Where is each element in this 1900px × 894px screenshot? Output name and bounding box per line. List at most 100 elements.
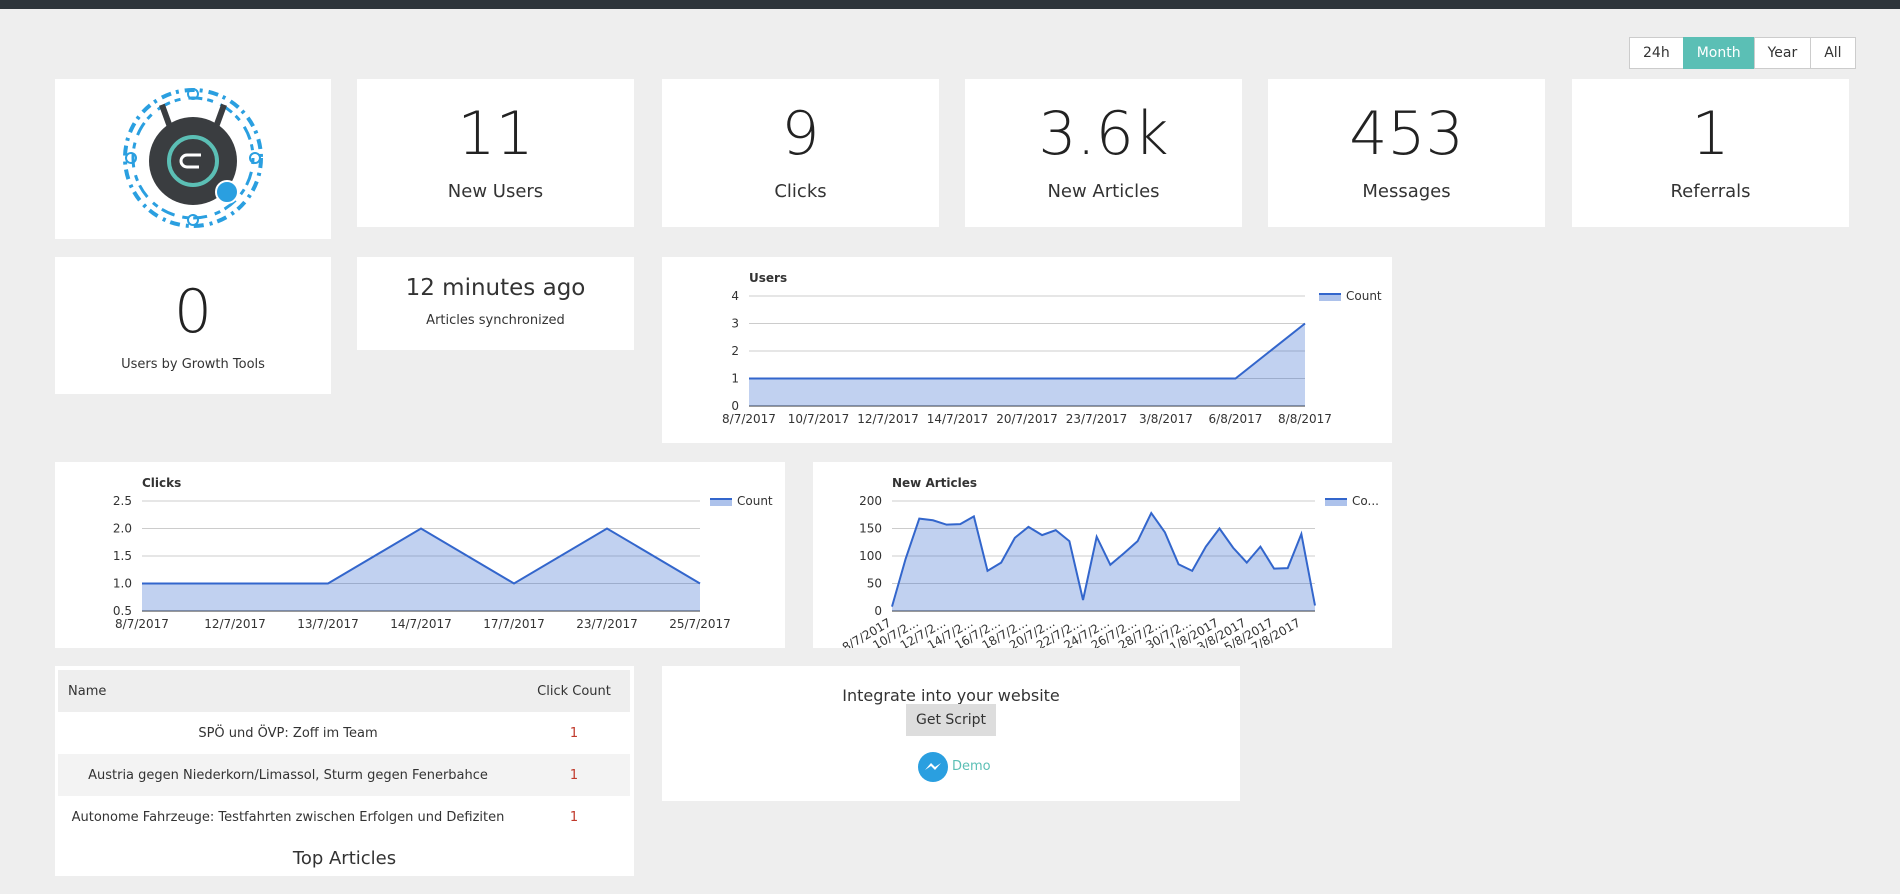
integrate-title: Integrate into your website: [842, 686, 1060, 705]
y-tick-label: 3: [731, 317, 739, 331]
legend-label: Count: [1346, 289, 1382, 303]
range-button[interactable]: All: [1810, 37, 1856, 69]
stat-card: 3.6k New Articles: [965, 79, 1242, 227]
stat-card: 453 Messages: [1268, 79, 1545, 227]
table-row: Autonome Fahrzeuge: Testfahrten zwischen…: [58, 796, 630, 838]
x-tick-label: 23/7/2017: [576, 617, 638, 631]
range-button[interactable]: Month: [1682, 37, 1755, 69]
click-count: 1: [569, 809, 579, 825]
header-cell: Click Count: [518, 670, 630, 712]
legend-label: Count: [737, 494, 773, 508]
sync-card: 12 minutes ago Articles synchronized: [357, 257, 634, 350]
table-row: Austria gegen Niederkorn/Limassol, Sturm…: [58, 754, 630, 796]
table-card: Name Click Count SPÖ und ÖVP: Zoff im Team…: [55, 666, 634, 876]
x-tick-label: 14/7/2017: [927, 412, 989, 426]
stat-label: Clicks: [774, 181, 827, 202]
chart-title: Users: [749, 271, 787, 285]
y-tick-label: 150: [859, 522, 882, 536]
x-tick-label: 23/7/2017: [1066, 412, 1128, 426]
x-tick-label: 8/7/2017: [722, 412, 776, 426]
click-count: 1: [518, 754, 630, 796]
y-tick-label: 0: [731, 399, 739, 413]
y-tick-label: 0.5: [113, 604, 132, 618]
y-tick-label: 1.0: [113, 577, 132, 591]
x-tick-label: 6/8/2017: [1209, 412, 1263, 426]
legend-swatch: [1325, 499, 1347, 506]
x-tick-label: 25/7/2017: [669, 617, 731, 631]
stat-label: Referrals: [1670, 181, 1751, 202]
messenger-icon: [918, 752, 948, 782]
x-tick-label: 12/7/2017: [857, 412, 919, 426]
article-name: SPÖ und ÖVP: Zoff im Team: [198, 725, 378, 741]
users-chart-card: Users 0 1 2 3 4 8/7/2017 10/7/2017 12/7/2017 14/7…: [662, 257, 1392, 443]
chart-title: New Articles: [892, 476, 977, 490]
sync-time: 12 minutes ago: [405, 275, 586, 301]
top-articles-table: Name Click Count SPÖ und ÖVP: Zoff im Team…: [58, 670, 630, 838]
range-button[interactable]: Year: [1753, 37, 1812, 69]
y-tick-label: 100: [859, 549, 882, 563]
y-tick-label: 0: [874, 604, 882, 618]
demo-link[interactable]: Demo: [952, 759, 991, 774]
line: [891, 511, 1316, 607]
article-name: Autonome Fahrzeuge: Testfahrten zwischen…: [71, 809, 505, 825]
x-tick-label: 8/7/2017: [115, 617, 169, 631]
area: [892, 513, 1315, 611]
y-tick-label: 2: [731, 344, 739, 358]
table-row: SPÖ und ÖVP: Zoff im Team 1: [58, 712, 630, 754]
y-tick-label: 4: [731, 289, 739, 303]
articles-chart: New Articles0501001502008/7/201710/7/2..…: [840, 476, 1379, 655]
get-script-button[interactable]: Get Script: [906, 704, 996, 736]
stat-value: 3.6k: [1038, 99, 1169, 169]
area: [142, 528, 700, 611]
y-tick-label: 2.0: [113, 522, 132, 536]
range-button[interactable]: 24h: [1629, 37, 1684, 69]
x-tick-label: 3/8/2017: [1139, 412, 1193, 426]
stat-value: 453: [1349, 99, 1464, 169]
stat-label: Messages: [1362, 181, 1451, 202]
stat-value: 11: [457, 99, 534, 169]
click-count: 1: [569, 725, 579, 741]
integrate-card: Integrate into your website Get Script D…: [662, 666, 1240, 801]
line: [142, 527, 701, 585]
y-tick-label: 50: [867, 577, 882, 591]
y-tick-label: 1: [731, 372, 739, 386]
growth-card: 0 Users by Growth Tools: [55, 257, 331, 394]
legend-swatch: [1319, 294, 1341, 301]
growth-label: Users by Growth Tools: [121, 357, 265, 372]
logo-card: [55, 79, 331, 239]
clicks-chart: Clicks 0.5 1.0 1.5 2.0 2.5 8/7/2017 12/7/2017 13…: [113, 476, 773, 631]
growth-value: 0: [173, 277, 213, 347]
users-chart: Users 0 1 2 3 4 8/7/2017 10/7/2017 12/7/2017 14/7…: [722, 271, 1382, 426]
legend-label: Co...: [1352, 494, 1379, 508]
article-name: Austria gegen Niederkorn/Limassol, Sturm…: [58, 754, 518, 796]
x-tick-label: 12/7/2017: [204, 617, 266, 631]
table-title: Top Articles: [292, 848, 397, 869]
range-buttons: 24h Month Year All: [1629, 37, 1856, 69]
stat-card: 9 Clicks: [662, 79, 939, 227]
stat-label: New Users: [447, 181, 544, 202]
stat-label: New Articles: [1047, 181, 1160, 202]
x-tick-label: 17/7/2017: [483, 617, 545, 631]
x-tick-label: 8/8/2017: [1278, 412, 1332, 426]
chart-title: Clicks: [142, 476, 181, 490]
stat-value: 9: [781, 99, 820, 169]
header-cell: Name: [58, 670, 518, 712]
x-tick-label: 14/7/2017: [390, 617, 452, 631]
x-tick-label: 10/7/2017: [788, 412, 850, 426]
stat-value: 1: [1691, 99, 1730, 169]
top-bar: [0, 0, 1900, 9]
y-tick-label: 1.5: [113, 549, 132, 563]
x-tick-label: 13/7/2017: [297, 617, 359, 631]
table-header: Name Click Count: [58, 670, 630, 712]
area: [749, 323, 1305, 406]
legend-swatch: [710, 499, 732, 506]
articles-chart-card: New Articles 0 50 100 150 200 8/7/2017 10/7/2..…: [813, 462, 1392, 655]
y-tick-label: 200: [859, 494, 882, 508]
y-tick-label: 2.5: [113, 494, 132, 508]
clicks-chart-card: Clicks 0.5 1.0 1.5 2.0 2.5 8/7/2017 12/7/2017 13…: [55, 462, 785, 648]
stat-card: 1 Referrals: [1572, 79, 1849, 227]
messenger-code: [123, 88, 263, 228]
stat-card: 11 New Users: [357, 79, 634, 227]
sync-label: Articles synchronized: [426, 313, 565, 328]
